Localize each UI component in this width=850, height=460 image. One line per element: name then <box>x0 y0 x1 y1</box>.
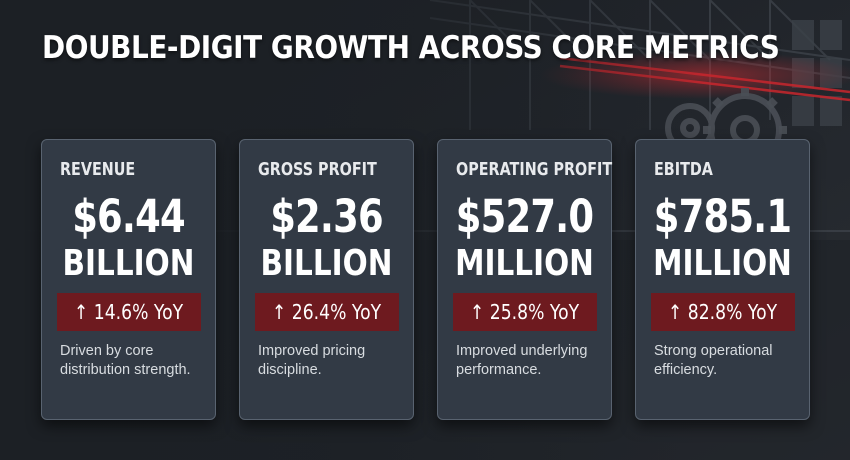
metric-description: Strong operational efficiency. <box>654 343 773 378</box>
yoy-change-badge: ↑ 82.8% YoY <box>651 293 795 331</box>
metric-value: $527.0 <box>455 190 594 243</box>
metric-card-gross-profit: GROSS PROFIT $2.36 BILLION ↑ 26.4% YoY I… <box>239 139 414 420</box>
metric-card-operating-profit: OPERATING PROFIT $527.0 MILLION ↑ 25.8% … <box>437 139 612 420</box>
metric-description: Improved pricing discipline. <box>258 343 366 378</box>
metric-unit: BILLION <box>260 243 393 284</box>
metric-unit: BILLION <box>62 243 195 284</box>
yoy-change-text: ↑ 14.6% YoY <box>74 300 184 324</box>
yoy-change-text: ↑ 25.8% YoY <box>470 300 580 324</box>
metric-value: $6.44 <box>72 190 185 243</box>
metric-value: $2.36 <box>270 190 383 243</box>
metric-label: REVENUE <box>60 160 136 180</box>
page-title: DOUBLE-DIGIT GROWTH ACROSS CORE METRICS <box>42 30 780 66</box>
yoy-change-badge: ↑ 25.8% YoY <box>453 293 597 331</box>
metric-unit: MILLION <box>455 243 594 284</box>
metric-unit: MILLION <box>653 243 792 284</box>
yoy-change-badge: ↑ 26.4% YoY <box>255 293 399 331</box>
yoy-change-text: ↑ 26.4% YoY <box>272 300 382 324</box>
metric-label: EBITDA <box>654 160 713 180</box>
yoy-change-text: ↑ 82.8% YoY <box>668 300 778 324</box>
yoy-change-badge: ↑ 14.6% YoY <box>57 293 201 331</box>
metric-card-ebitda: EBITDA $785.1 MILLION ↑ 82.8% YoY Strong… <box>635 139 810 420</box>
metric-card-revenue: REVENUE $6.44 BILLION ↑ 14.6% YoY Driven… <box>41 139 216 420</box>
metric-value: $785.1 <box>653 190 792 243</box>
metric-description: Driven by core distribution strength. <box>60 343 191 378</box>
metric-label: OPERATING PROFIT <box>456 160 613 180</box>
metric-label: GROSS PROFIT <box>258 160 377 180</box>
metric-description: Improved underlying performance. <box>456 343 588 378</box>
